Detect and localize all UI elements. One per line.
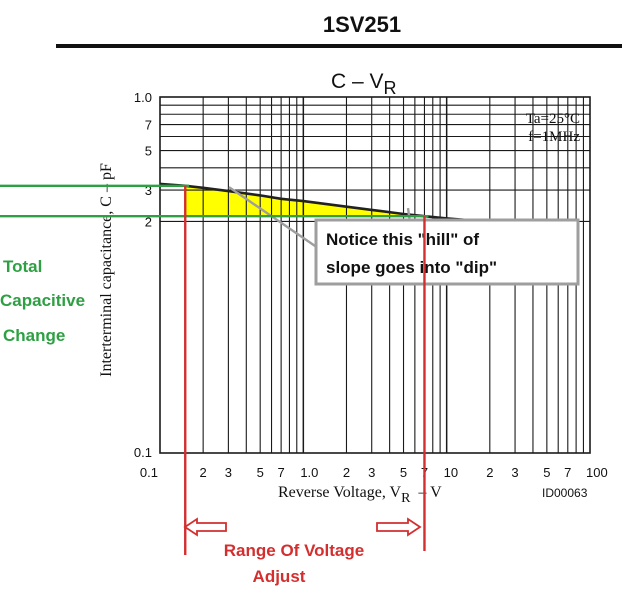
y-tick-label-0: 1.0: [134, 90, 152, 105]
callout-pointer-hill: [228, 186, 319, 249]
x-tick-label-11: 2: [486, 465, 493, 480]
y-tick-label-5: 0.1: [134, 445, 152, 460]
callout-line-2: slope goes into "dip": [326, 258, 497, 277]
y-tick-labels: 1.0 7 5 3 2 0.1: [134, 90, 152, 460]
x-tick-label-10: 10: [444, 465, 458, 480]
y-tick-label-1: 7: [145, 118, 152, 133]
x-tick-label-6: 2: [343, 465, 350, 480]
condition-frequency: f=1MHz: [528, 129, 580, 145]
right-arrow-icon: [376, 517, 422, 537]
y-tick-label-3: 3: [145, 183, 152, 198]
y-tick-label-2: 5: [145, 144, 152, 159]
left-label-total: Total: [3, 257, 42, 276]
range-label-line-1: Range Of Voltage: [224, 541, 364, 560]
callout-box: [314, 218, 580, 286]
x-tick-label-5: 1.0: [300, 465, 318, 480]
x-tick-label-8: 5: [400, 465, 407, 480]
figure-id: ID00063: [542, 486, 588, 500]
x-tick-label-12: 3: [511, 465, 518, 480]
x-tick-label-2: 3: [225, 465, 232, 480]
header-rule: [56, 44, 622, 48]
x-tick-label-15: 100: [586, 465, 608, 480]
x-tick-label-1: 2: [200, 465, 207, 480]
x-tick-label-4: 7: [278, 465, 285, 480]
y-tick-label-4: 2: [145, 214, 152, 229]
left-label-change: Change: [3, 326, 65, 345]
x-tick-label-14: 7: [564, 465, 571, 480]
voltage-range-markers: [184, 185, 426, 555]
x-tick-label-3: 5: [257, 465, 264, 480]
x-axis-label: Reverse Voltage, VR – V: [278, 484, 442, 506]
y-axis-label: Interterminal capacitance, C – pF: [98, 163, 115, 377]
x-tick-label-7: 3: [368, 465, 375, 480]
range-label-line-2: Adjust: [253, 567, 306, 586]
chart-title: C – VR: [331, 70, 397, 98]
left-arrow-icon: [183, 517, 227, 537]
left-label-capacitive: Capacitive: [0, 291, 85, 310]
part-number: 1SV251: [323, 12, 401, 37]
capacitance-markers: [0, 184, 429, 218]
x-tick-label-0: 0.1: [140, 465, 158, 480]
capacitance-change-fill: [185, 185, 425, 217]
x-tick-label-13: 5: [543, 465, 550, 480]
callout-line-1: Notice this "hill" of: [326, 230, 479, 249]
condition-temperature: Ta=25°C: [526, 111, 580, 127]
plot-frame: [159, 96, 591, 454]
